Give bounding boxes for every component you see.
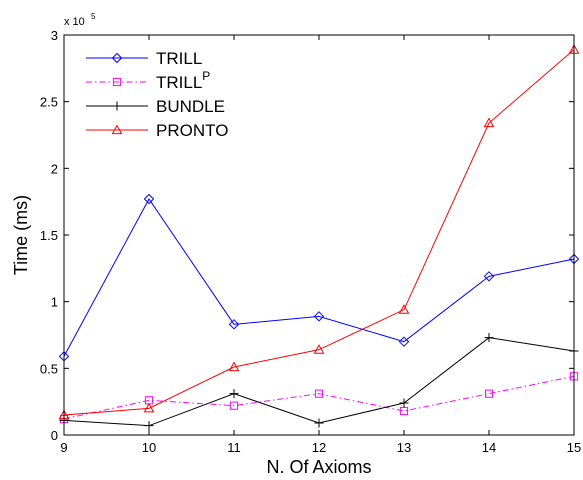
legend-label: TRILL <box>156 49 202 68</box>
legend-marker <box>112 77 122 87</box>
y-multiplier: x 10 5 <box>64 12 96 28</box>
legend-box <box>78 44 263 164</box>
data-point-trill <box>228 319 240 330</box>
legend-item-trill: TRILL <box>86 49 202 68</box>
x-tick-label: 14 <box>482 440 496 455</box>
x-tick-label: 9 <box>60 440 67 455</box>
y-tick-label: 1 <box>51 295 58 310</box>
legend-item-trillp: TRILLP <box>86 69 210 92</box>
data-point-bundle <box>229 389 239 399</box>
series-line-trillp <box>63 375 575 420</box>
series-line-trill <box>63 198 575 357</box>
y-tick-label: 2.5 <box>40 95 58 110</box>
y-multiplier-exponent: 5 <box>91 12 96 21</box>
series-pronto <box>58 44 580 420</box>
x-axis-label: N. Of Axioms <box>266 457 371 477</box>
legend-label: TRILLP <box>156 69 210 92</box>
data-point-pronto <box>228 361 240 372</box>
y-tick-label: 0.5 <box>40 361 58 376</box>
data-point-trillp <box>314 389 324 398</box>
legend-label: BUNDLE <box>156 97 225 116</box>
legend-item-pronto: PRONTO <box>86 121 228 140</box>
y-tick-label: 0 <box>51 428 58 443</box>
x-tick-label: 10 <box>142 440 156 455</box>
x-tick-label: 11 <box>227 440 241 455</box>
x-tick-label: 15 <box>567 440 581 455</box>
legend-marker <box>111 52 123 64</box>
data-point-trill <box>483 271 495 282</box>
legend-item-bundle: BUNDLE <box>86 97 225 116</box>
series-line-pronto <box>63 49 575 416</box>
data-point-trill <box>398 336 410 347</box>
x-tick-label: 12 <box>312 440 326 455</box>
data-point-pronto <box>313 344 325 354</box>
data-point-pronto <box>483 117 495 128</box>
y-tick-label: 2 <box>51 161 58 176</box>
legend-label: PRONTO <box>156 121 228 140</box>
ticks-layer: 9 10 11 12 13 14 15 0 0.5 1 1.5 2 2.5 3 <box>40 28 581 455</box>
legend-marker <box>112 101 122 111</box>
legend-marker <box>111 124 123 135</box>
data-point-bundle <box>144 421 154 431</box>
data-point-bundle <box>399 398 409 408</box>
data-point-trillp <box>229 401 239 410</box>
data-point-trill <box>313 311 325 322</box>
x-tick-label: 13 <box>397 440 411 455</box>
data-point-trill <box>143 193 155 205</box>
data-point-bundle <box>314 418 324 428</box>
data-point-pronto <box>398 304 410 314</box>
y-tick-label: 3 <box>51 28 58 43</box>
data-point-bundle <box>484 333 494 343</box>
y-axis-label: Time (ms) <box>11 195 31 275</box>
y-tick-label: 1.5 <box>40 228 58 243</box>
data-point-pronto <box>143 402 155 413</box>
y-multiplier-base: x 10 <box>64 16 85 28</box>
data-point-trillp <box>484 389 494 398</box>
